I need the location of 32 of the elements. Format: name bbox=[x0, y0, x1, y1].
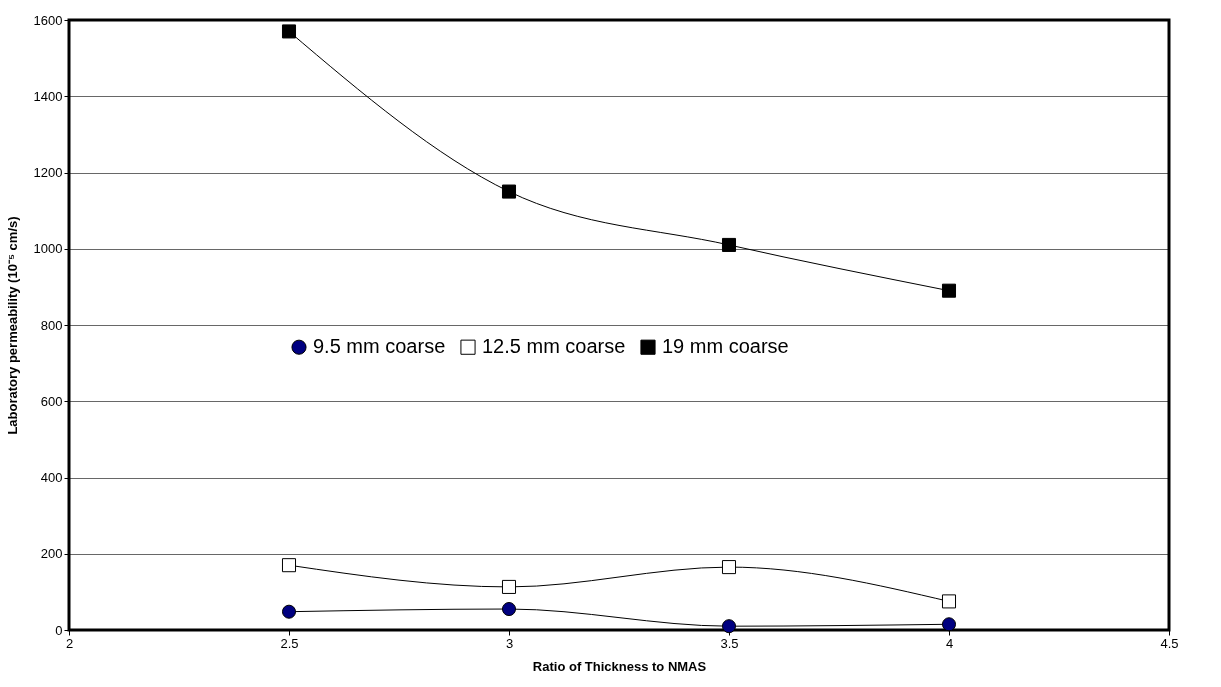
y-tick-label: 1400 bbox=[33, 88, 63, 104]
point bbox=[501, 579, 517, 594]
point bbox=[941, 594, 957, 609]
y-tick-label: 600 bbox=[40, 393, 63, 409]
point bbox=[281, 604, 297, 619]
point bbox=[721, 619, 737, 634]
y-tick-label: 0 bbox=[55, 622, 63, 638]
point bbox=[721, 237, 737, 252]
x-tick-label: 3 bbox=[505, 635, 514, 651]
y-tick-label: 200 bbox=[40, 546, 63, 562]
legend-label: 12.5 mm coarse bbox=[482, 335, 626, 358]
x-tick-label: 3.5 bbox=[720, 635, 739, 651]
x-tick-label: 2 bbox=[65, 635, 74, 651]
point bbox=[501, 184, 517, 199]
point bbox=[941, 617, 957, 632]
y-axis-title: Laboratory permeability (10⁻⁵ cm/s) bbox=[4, 216, 20, 435]
y-tick-label: 800 bbox=[40, 317, 63, 333]
x-tick-label: 4.5 bbox=[1160, 635, 1179, 651]
point bbox=[501, 602, 517, 617]
legend-label: 9.5 mm coarse bbox=[313, 335, 446, 358]
point bbox=[281, 558, 297, 573]
x-tick-label: 2.5 bbox=[280, 635, 299, 651]
point bbox=[941, 283, 957, 298]
y-tick-label: 1200 bbox=[33, 165, 63, 180]
legend-label: 19 mm coarse bbox=[662, 335, 789, 358]
x-axis-title: Ratio of Thickness to NMAS bbox=[532, 658, 707, 674]
y-tick-label: 400 bbox=[40, 470, 63, 485]
y-tick-label: 1600 bbox=[33, 12, 63, 28]
x-tick-label: 4 bbox=[945, 635, 954, 651]
point bbox=[281, 24, 297, 39]
y-tick-label: 1000 bbox=[33, 241, 63, 257]
point bbox=[721, 560, 737, 575]
